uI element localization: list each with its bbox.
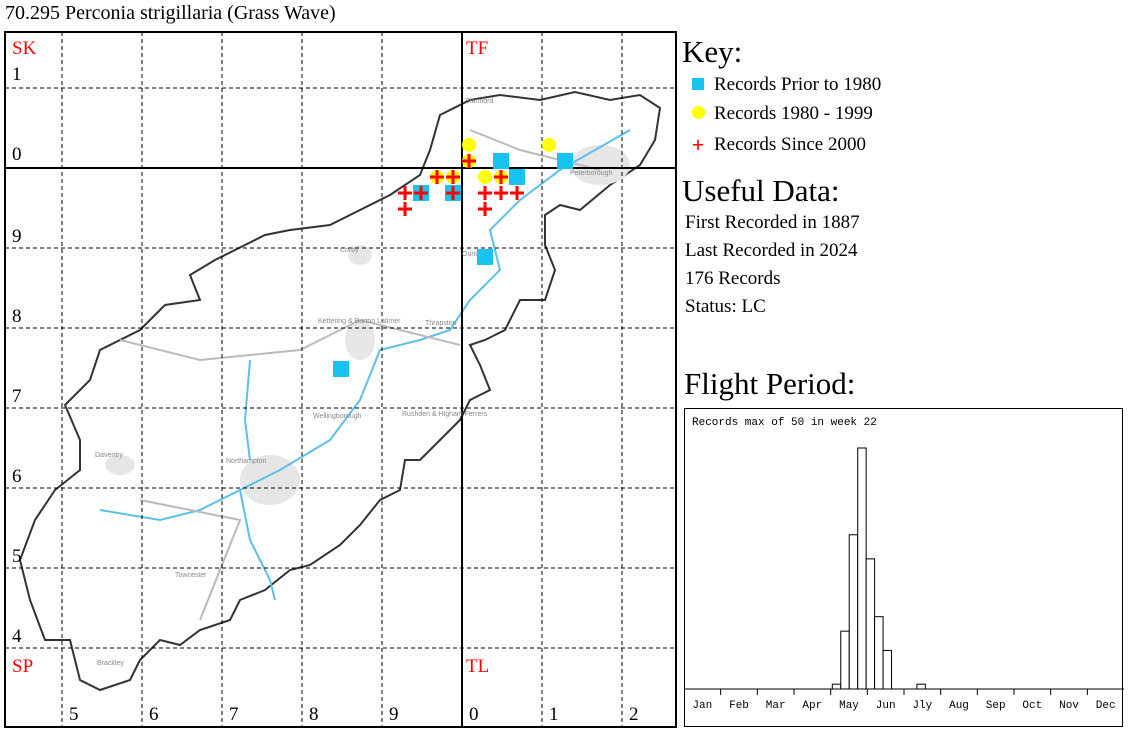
town-label: Oundle <box>462 251 485 258</box>
month-label: Dec <box>1096 700 1116 712</box>
row-label: 7 <box>12 386 22 407</box>
record-prior-1980 <box>557 153 573 169</box>
record-prior-1980 <box>477 249 493 265</box>
town-label: Kettering & Burton Latimer <box>318 318 401 325</box>
record-1980-1999 <box>462 138 476 152</box>
week-bar <box>831 683 842 690</box>
flight-period-chart: Records max of 50 in week 22 Jan Feb Mar Ap… <box>684 408 1124 727</box>
record-since-2000 <box>510 186 524 200</box>
record-prior-1980 <box>493 153 509 169</box>
key-label-since-2000: Records Since 2000 <box>714 134 866 155</box>
record-since-2000 <box>478 186 492 200</box>
record-1980-1999 <box>478 170 492 184</box>
week-bar <box>865 558 876 690</box>
record-since-2000 <box>430 170 444 184</box>
square-label: SK <box>12 38 37 59</box>
col-label: 5 <box>69 704 79 725</box>
key-item-prior-1980: Records Prior to 1980 <box>690 74 881 96</box>
month-label: Jun <box>876 700 896 712</box>
record-since-2000 <box>446 170 460 184</box>
month-label: Oct <box>1022 700 1042 712</box>
col-label: 2 <box>629 704 639 725</box>
square-label: SP <box>12 656 33 677</box>
page-title: 70.295 Perconia strigillaria (Grass Wave… <box>5 2 336 24</box>
square-label: TF <box>466 38 488 59</box>
town-label: Thrapston <box>425 320 457 327</box>
town-label: Peterborough <box>570 170 613 177</box>
town-label: Northampton <box>226 458 267 465</box>
rivers <box>99 129 631 601</box>
town-label: Stamford <box>465 98 494 105</box>
row-label: 9 <box>12 226 22 247</box>
yellow-circle-icon <box>690 103 706 125</box>
key-item-1980-1999: Records 1980 - 1999 <box>690 103 873 125</box>
chart-title: Records max of 50 in week 22 <box>692 417 877 429</box>
record-prior-1980 <box>509 169 525 185</box>
month-label: May <box>839 700 859 712</box>
month-label: Mar <box>766 700 786 712</box>
row-label: 5 <box>12 546 22 567</box>
week-bar <box>916 683 926 690</box>
row-label: 6 <box>12 466 22 487</box>
col-label: 7 <box>229 704 239 725</box>
record-since-2000 <box>414 186 428 200</box>
month-label: Aug <box>949 700 969 712</box>
town-label: Rushden & Higham Ferrers <box>402 411 488 418</box>
month-label: Sep <box>986 700 1006 712</box>
status: Status: LC <box>685 296 766 317</box>
record-1980-1999 <box>542 138 556 152</box>
col-label: 6 <box>149 704 159 725</box>
row-label: 1 <box>12 64 22 85</box>
col-label: 8 <box>309 704 319 725</box>
week-bar <box>882 649 893 690</box>
col-label: 9 <box>389 704 399 725</box>
month-label: Apr <box>802 700 822 712</box>
month-label: Nov <box>1059 700 1079 712</box>
record-since-2000 <box>462 154 476 168</box>
county-outline <box>18 90 662 692</box>
flight-period-heading: Flight Period: <box>684 366 856 401</box>
town-label: Brackley <box>97 660 124 667</box>
record-since-2000 <box>494 186 508 200</box>
town-label: Daventry <box>95 452 124 459</box>
last-recorded: Last Recorded in 2024 <box>685 240 858 261</box>
useful-data-heading: Useful Data: <box>682 173 840 208</box>
week-bar <box>857 447 867 690</box>
row-label: 4 <box>12 626 22 647</box>
col-label: 0 <box>469 704 479 725</box>
record-prior-1980 <box>333 361 349 377</box>
record-count: 176 Records <box>685 268 781 289</box>
col-label: 1 <box>549 704 559 725</box>
red-cross-icon: + <box>691 132 705 157</box>
key-item-since-2000: + Records Since 2000 <box>690 132 866 158</box>
town-label: Wellingborough <box>313 413 362 420</box>
record-since-2000 <box>494 170 508 184</box>
blue-square-icon <box>690 74 706 96</box>
week-bar <box>848 534 859 690</box>
month-label: Feb <box>729 700 749 712</box>
key-label-1980-1999: Records 1980 - 1999 <box>714 103 873 124</box>
row-label: 0 <box>12 144 22 165</box>
grid-lines <box>5 32 676 727</box>
row-label: 8 <box>12 306 22 327</box>
key-label-prior-1980: Records Prior to 1980 <box>714 74 882 95</box>
record-since-2000 <box>478 202 492 216</box>
record-since-2000 <box>398 186 412 200</box>
town-label: Towcester <box>175 572 207 579</box>
town-label: Corby <box>340 247 359 254</box>
week-bar <box>840 630 850 690</box>
record-since-2000 <box>446 186 460 200</box>
week-bar <box>874 616 884 690</box>
record-since-2000 <box>398 202 412 216</box>
key-heading: Key: <box>682 34 743 69</box>
first-recorded: First Recorded in 1887 <box>685 212 860 233</box>
square-label: TL <box>466 656 489 677</box>
month-label: Jan <box>692 700 712 712</box>
month-label: Jly <box>912 700 932 712</box>
